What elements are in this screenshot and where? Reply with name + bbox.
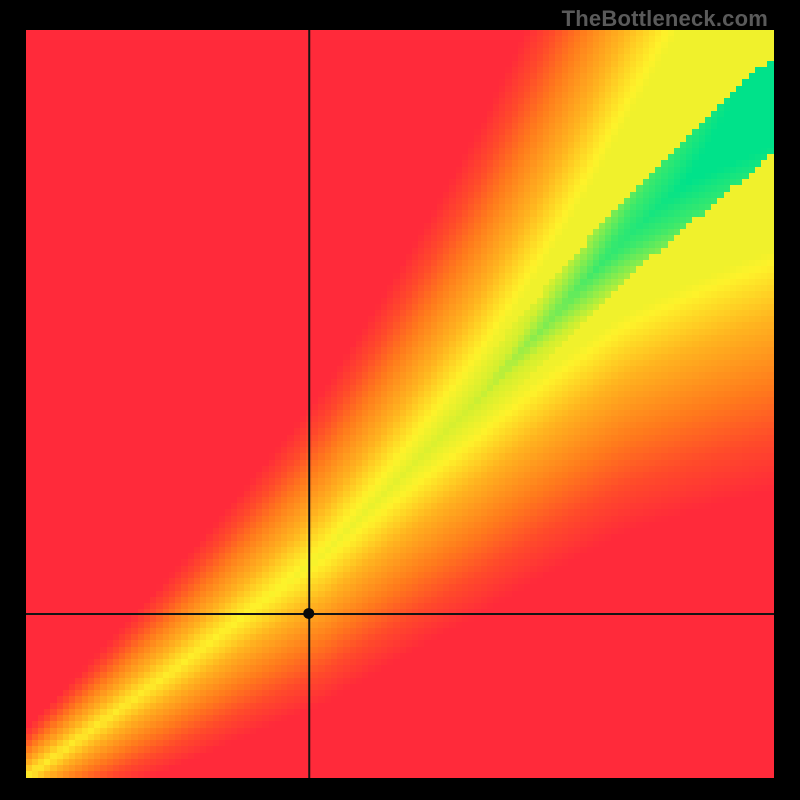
plot-area [26,30,774,778]
watermark-text: TheBottleneck.com [562,6,768,32]
heatmap-canvas [26,30,774,778]
figure-outer: TheBottleneck.com [0,0,800,800]
